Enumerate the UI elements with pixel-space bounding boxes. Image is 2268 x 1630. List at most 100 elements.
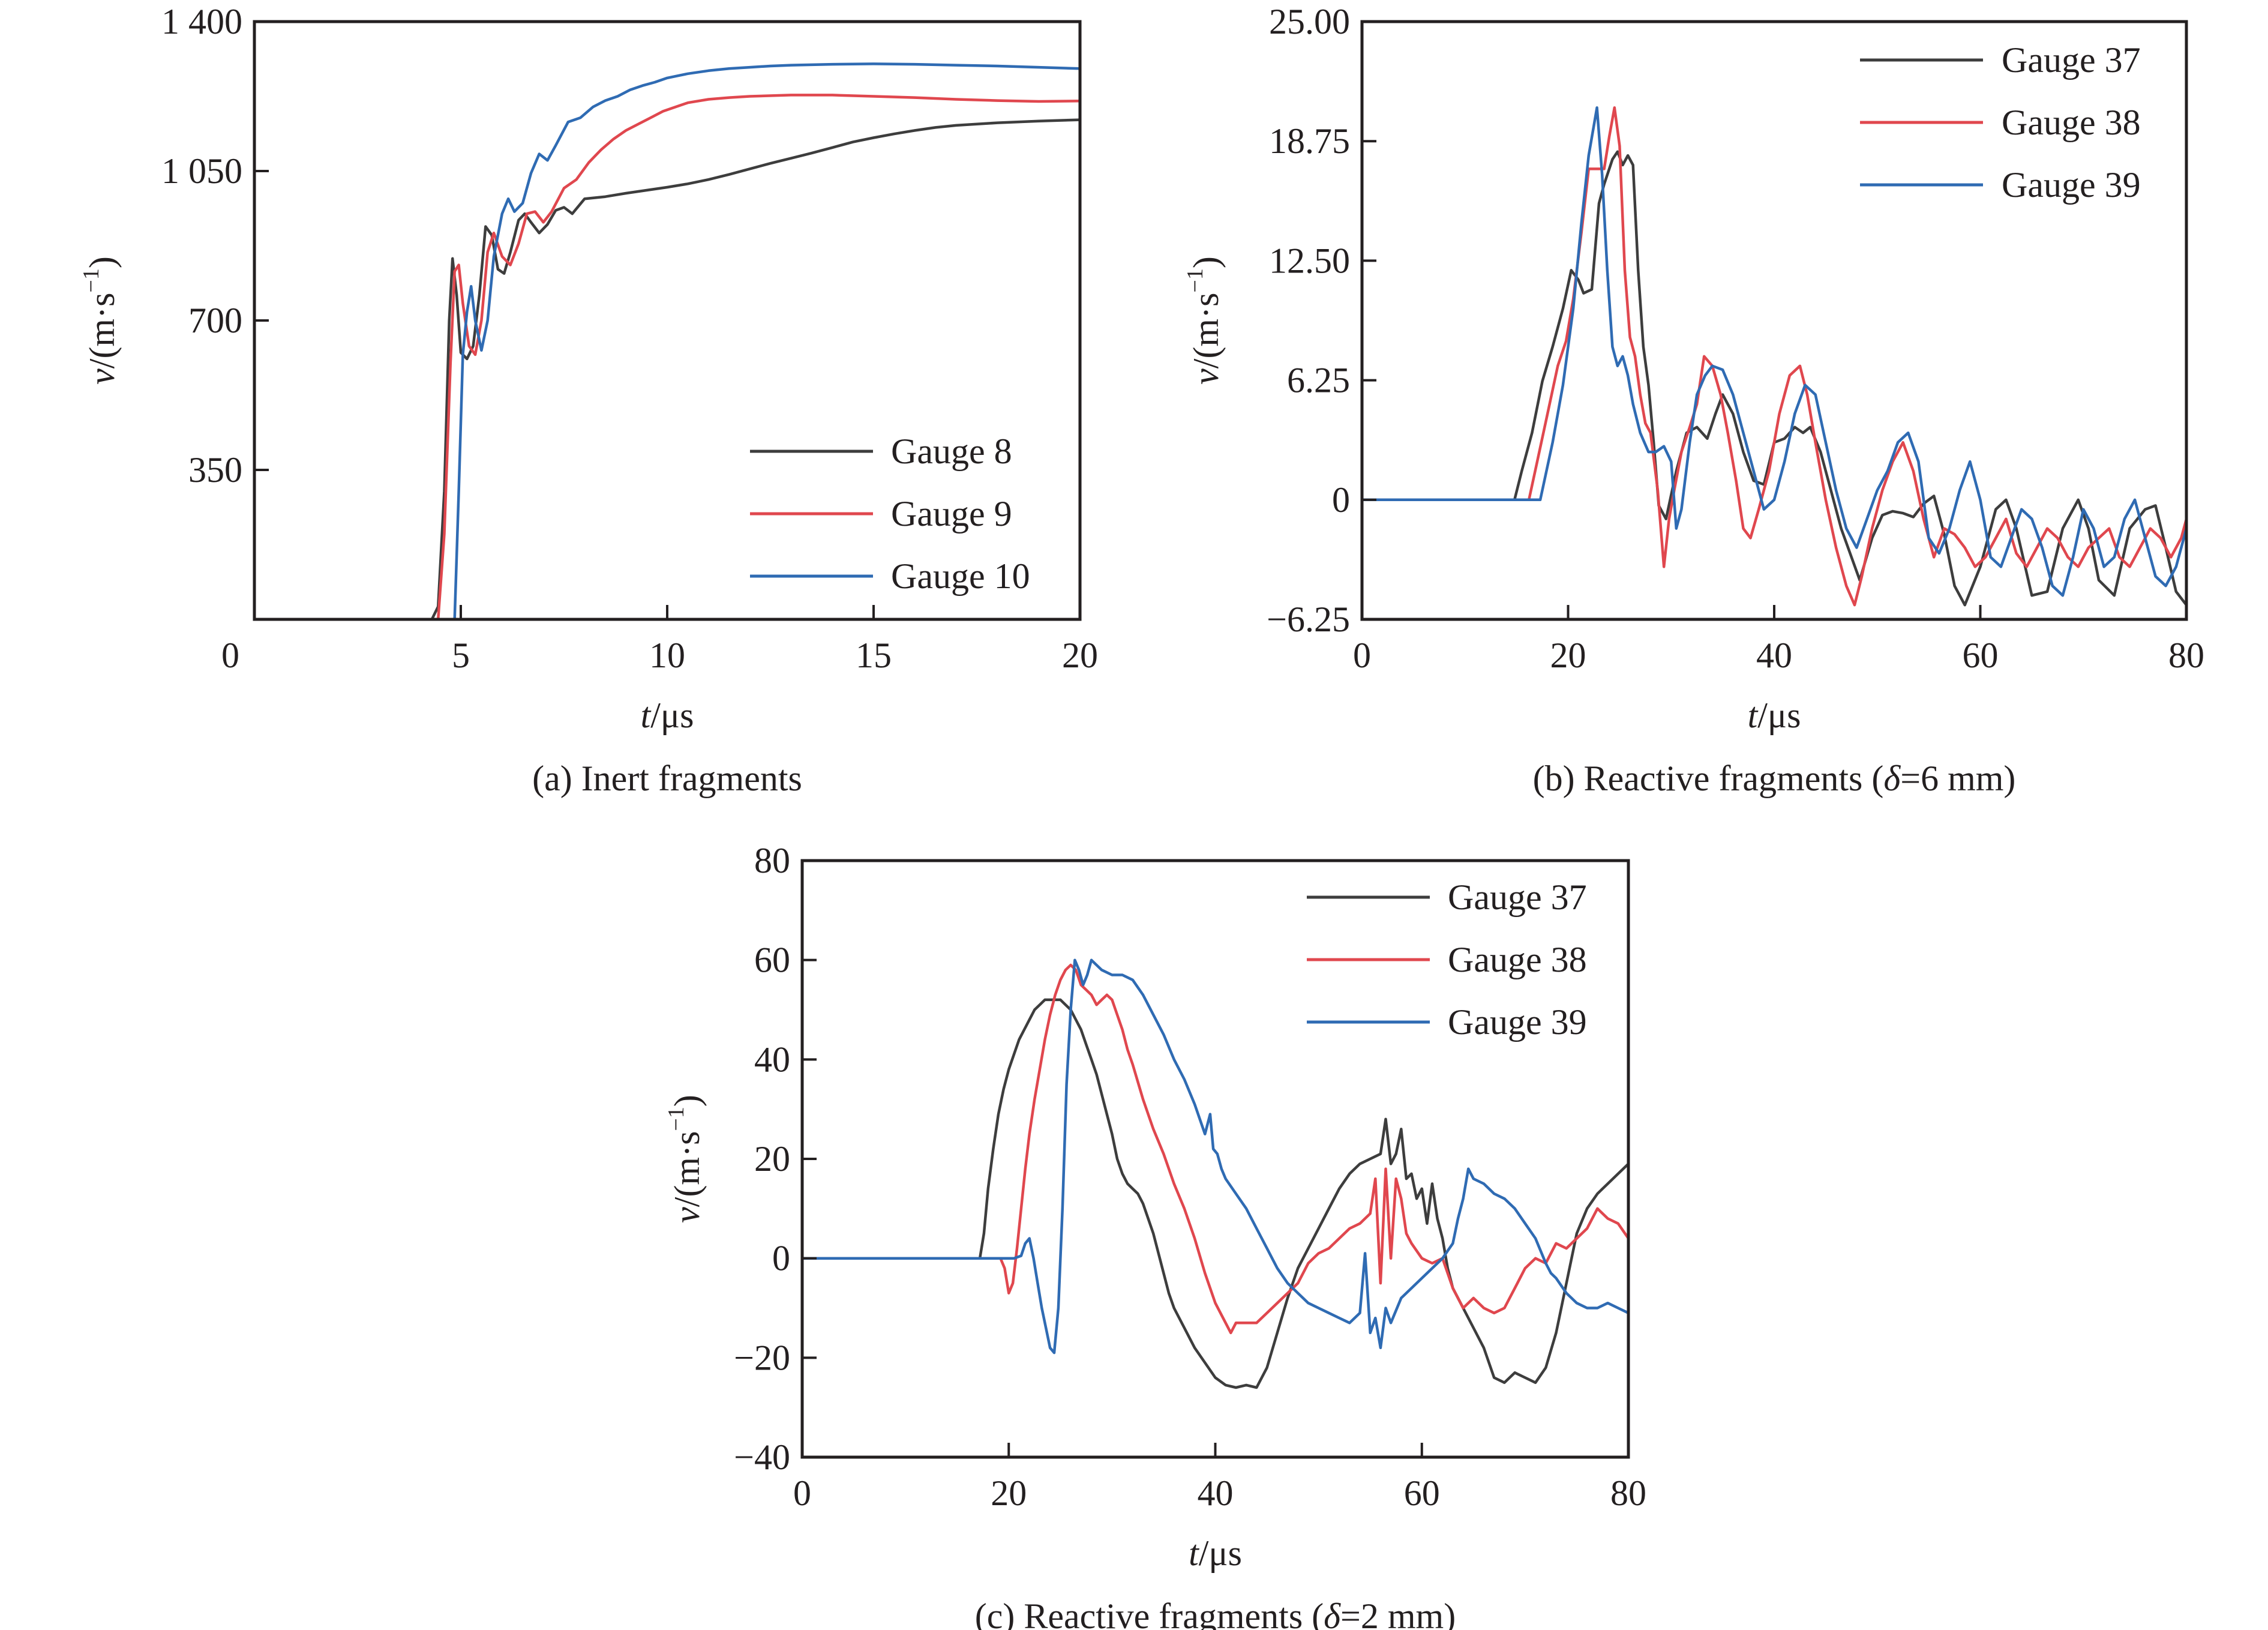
x-tick-label: 60	[1404, 1473, 1440, 1513]
y-axis-var: v	[82, 368, 122, 385]
y-tick-label: 40	[754, 1039, 790, 1079]
y-tick-label: 12.50	[1269, 241, 1350, 280]
y-tick-label: −20	[734, 1338, 790, 1377]
series-line-gauge-8	[254, 118, 1080, 619]
y-axis-var: v	[667, 1207, 707, 1223]
y-tick-label: −40	[734, 1437, 790, 1477]
caption-delta: δ	[1324, 1596, 1341, 1630]
legend-label: Gauge 9	[891, 494, 1012, 534]
legend-label: Gauge 39	[2002, 165, 2141, 205]
legend-item: Gauge 38	[1307, 940, 1587, 979]
caption-delta: δ	[1883, 759, 1901, 798]
series-line-gauge-37	[1362, 150, 2186, 607]
panel-caption: (b) Reactive fragments (δ=6 mm)	[1533, 759, 2016, 798]
y-axis-label: v/(m·s−1)	[1183, 256, 1226, 385]
x-tick-label: 0	[793, 1473, 811, 1513]
legend-item: Gauge 9	[750, 494, 1012, 534]
legend: Gauge 37 Gauge 38 Gauge 39	[1860, 40, 2141, 205]
y-tick-label: 0	[772, 1239, 790, 1278]
x-tick-label: 40	[1198, 1473, 1234, 1513]
y-axis-unit: /(m·s	[82, 293, 122, 369]
axis-ticks: 0 5 10 15 20 350 700 1 050 1 400	[161, 2, 1098, 675]
legend-label: Gauge 37	[2002, 40, 2141, 80]
series-line-gauge-9	[254, 94, 1080, 619]
x-tick-label: 80	[2168, 636, 2204, 675]
x-tick-label: 5	[452, 636, 470, 675]
y-axis-var: v	[1186, 368, 1226, 385]
x-tick-label: 0	[1353, 636, 1371, 675]
x-axis-unit: /μs	[1757, 696, 1801, 735]
y-tick-label: −6.25	[1267, 600, 1350, 639]
x-axis-label: t/μs	[1748, 696, 1801, 735]
series-layer	[254, 62, 1080, 619]
series-line-gauge-39	[1362, 106, 2186, 597]
panel-caption: (a) Inert fragments	[532, 759, 802, 798]
x-tick-label: 0	[221, 636, 239, 675]
legend-label: Gauge 38	[2002, 103, 2141, 142]
x-tick-label: 20	[991, 1473, 1027, 1513]
x-tick-label: 60	[1963, 636, 1999, 675]
y-tick-label: 80	[754, 841, 790, 880]
y-tick-label: 18.75	[1269, 121, 1350, 161]
y-axis-unit-exponent: −1	[79, 268, 104, 292]
legend-label: Gauge 8	[891, 432, 1012, 471]
legend-item: Gauge 38	[1860, 103, 2141, 142]
y-tick-label: 20	[754, 1139, 790, 1179]
series-line-gauge-39	[802, 958, 1628, 1355]
x-tick-label: 20	[1550, 636, 1586, 675]
y-axis-unit: /(m·s	[1186, 293, 1226, 369]
y-tick-label: 25.00	[1269, 2, 1350, 41]
x-tick-label: 10	[649, 636, 685, 675]
series-layer	[1362, 106, 2186, 607]
series-line-gauge-38	[1362, 106, 2186, 607]
y-axis-unit: /(m·s	[667, 1131, 707, 1207]
y-tick-label: 1 400	[161, 2, 242, 41]
series-line-gauge-10	[254, 62, 1080, 619]
series-layer	[802, 958, 1628, 1389]
y-tick-label: 0	[1332, 480, 1350, 520]
x-axis-unit: /μs	[1199, 1533, 1242, 1573]
x-tick-label: 80	[1610, 1473, 1646, 1513]
y-tick-label: 60	[754, 940, 790, 980]
legend-item: Gauge 10	[750, 556, 1030, 596]
x-axis-label: t/μs	[1189, 1533, 1242, 1573]
axis-ticks: 0 20 40 60 80 −40 −20 0 20 40 60 80	[734, 841, 1646, 1513]
legend-item: Gauge 37	[1307, 877, 1587, 917]
x-axis-unit: /μs	[650, 696, 694, 735]
legend-item: Gauge 37	[1860, 40, 2141, 80]
legend-item: Gauge 8	[750, 432, 1012, 471]
caption-prefix: (b) Reactive fragments (	[1533, 759, 1884, 798]
legend-item: Gauge 39	[1307, 1002, 1587, 1042]
y-axis-unit-close: )	[667, 1095, 707, 1107]
y-tick-label: 6.25	[1287, 361, 1350, 400]
y-axis-unit-exponent: −1	[664, 1107, 689, 1131]
series-line-gauge-37	[802, 998, 1628, 1389]
x-axis-label: t/μs	[641, 696, 694, 735]
x-axis-var: t	[641, 696, 652, 735]
y-axis-label: v/(m·s−1)	[79, 256, 122, 385]
legend: Gauge 37 Gauge 38 Gauge 39	[1307, 877, 1587, 1042]
legend-label: Gauge 37	[1448, 877, 1587, 917]
y-axis-unit-exponent: −1	[1183, 268, 1208, 292]
caption-suffix: =6 mm)	[1900, 759, 2015, 798]
y-axis-unit-close: )	[1186, 256, 1226, 268]
legend-label: Gauge 39	[1448, 1002, 1587, 1042]
y-tick-label: 700	[188, 301, 242, 340]
x-tick-label: 20	[1062, 636, 1098, 675]
panel-caption: (c) Reactive fragments (δ=2 mm)	[975, 1596, 1456, 1630]
x-tick-label: 15	[856, 636, 892, 675]
caption-suffix: =2 mm)	[1340, 1596, 1456, 1630]
x-axis-var: t	[1748, 696, 1759, 735]
y-axis-label: v/(m·s−1)	[664, 1095, 707, 1223]
y-tick-label: 1 050	[161, 151, 242, 191]
y-tick-label: 350	[188, 450, 242, 490]
y-axis-unit-close: )	[82, 256, 122, 268]
caption-prefix: (c) Reactive fragments (	[975, 1596, 1324, 1630]
legend: Gauge 8 Gauge 9 Gauge 10	[750, 432, 1030, 596]
legend-label: Gauge 10	[891, 556, 1030, 596]
